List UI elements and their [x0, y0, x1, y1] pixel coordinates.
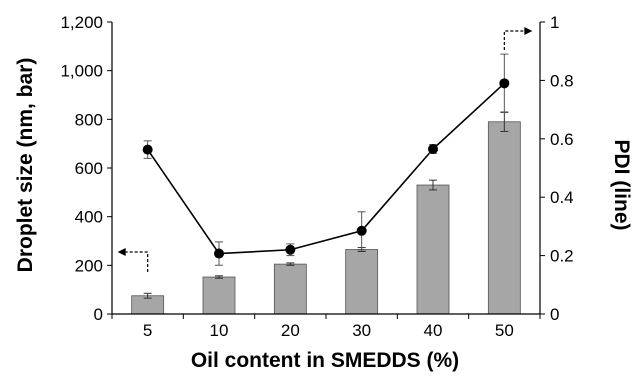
left-axis-arrowhead [117, 248, 126, 256]
bar-20 [273, 263, 307, 315]
left-tick-label: 1,000 [60, 62, 103, 81]
pdi-point-40 [428, 144, 438, 155]
right-axis-arrowhead [524, 27, 533, 35]
x-tick-label: 20 [281, 321, 300, 340]
right-tick-label: 0.6 [550, 130, 574, 149]
pdi-point-5 [142, 144, 153, 155]
pdi-point-10 [214, 248, 224, 259]
left-axis-arrow [125, 251, 149, 272]
left-tick-label: 200 [75, 256, 103, 275]
bar-30 [345, 249, 379, 315]
axes-layer [111, 22, 541, 315]
x-axis-title: Oil content in SMEDDS (%) [191, 349, 459, 372]
right-tick-label: 0.2 [550, 247, 574, 266]
left-tick-label: 0 [94, 305, 103, 324]
bars-layer [131, 111, 521, 315]
right-tick-label: 0.8 [550, 71, 574, 90]
ticks-layer: 0 200 400 600 800 1,000 1,200 0 0.2 0.4 0.6 0.8 1 5 10… [60, 13, 573, 340]
x-tick-label: 40 [424, 321, 443, 340]
left-axis-title: Droplet size (nm, bar) [14, 58, 37, 273]
bar-40 [416, 184, 450, 315]
bar-10 [202, 276, 236, 315]
left-tick-label: 1,200 [60, 13, 103, 32]
right-axis-arrow [503, 30, 525, 50]
right-tick-label: 0.4 [550, 188, 574, 207]
x-tick-label: 5 [143, 321, 152, 340]
pdi-point-20 [285, 244, 296, 255]
x-tick-label: 50 [495, 321, 514, 340]
pdi-point-30 [356, 225, 367, 236]
annotation-arrows [117, 27, 533, 272]
left-tick-label: 800 [75, 110, 103, 129]
right-axis-title: PDI (line) [610, 139, 633, 230]
right-tick-label: 0 [550, 305, 559, 324]
pdi-point-50 [499, 78, 510, 89]
left-tick-label: 400 [75, 208, 103, 227]
left-tick-label: 600 [75, 159, 103, 178]
bar-50 [487, 121, 521, 315]
x-tick-label: 10 [210, 321, 229, 340]
line-layer [142, 53, 510, 266]
x-tick-label: 30 [352, 321, 371, 340]
right-tick-label: 1 [550, 13, 559, 32]
pdi-line [147, 82, 505, 255]
